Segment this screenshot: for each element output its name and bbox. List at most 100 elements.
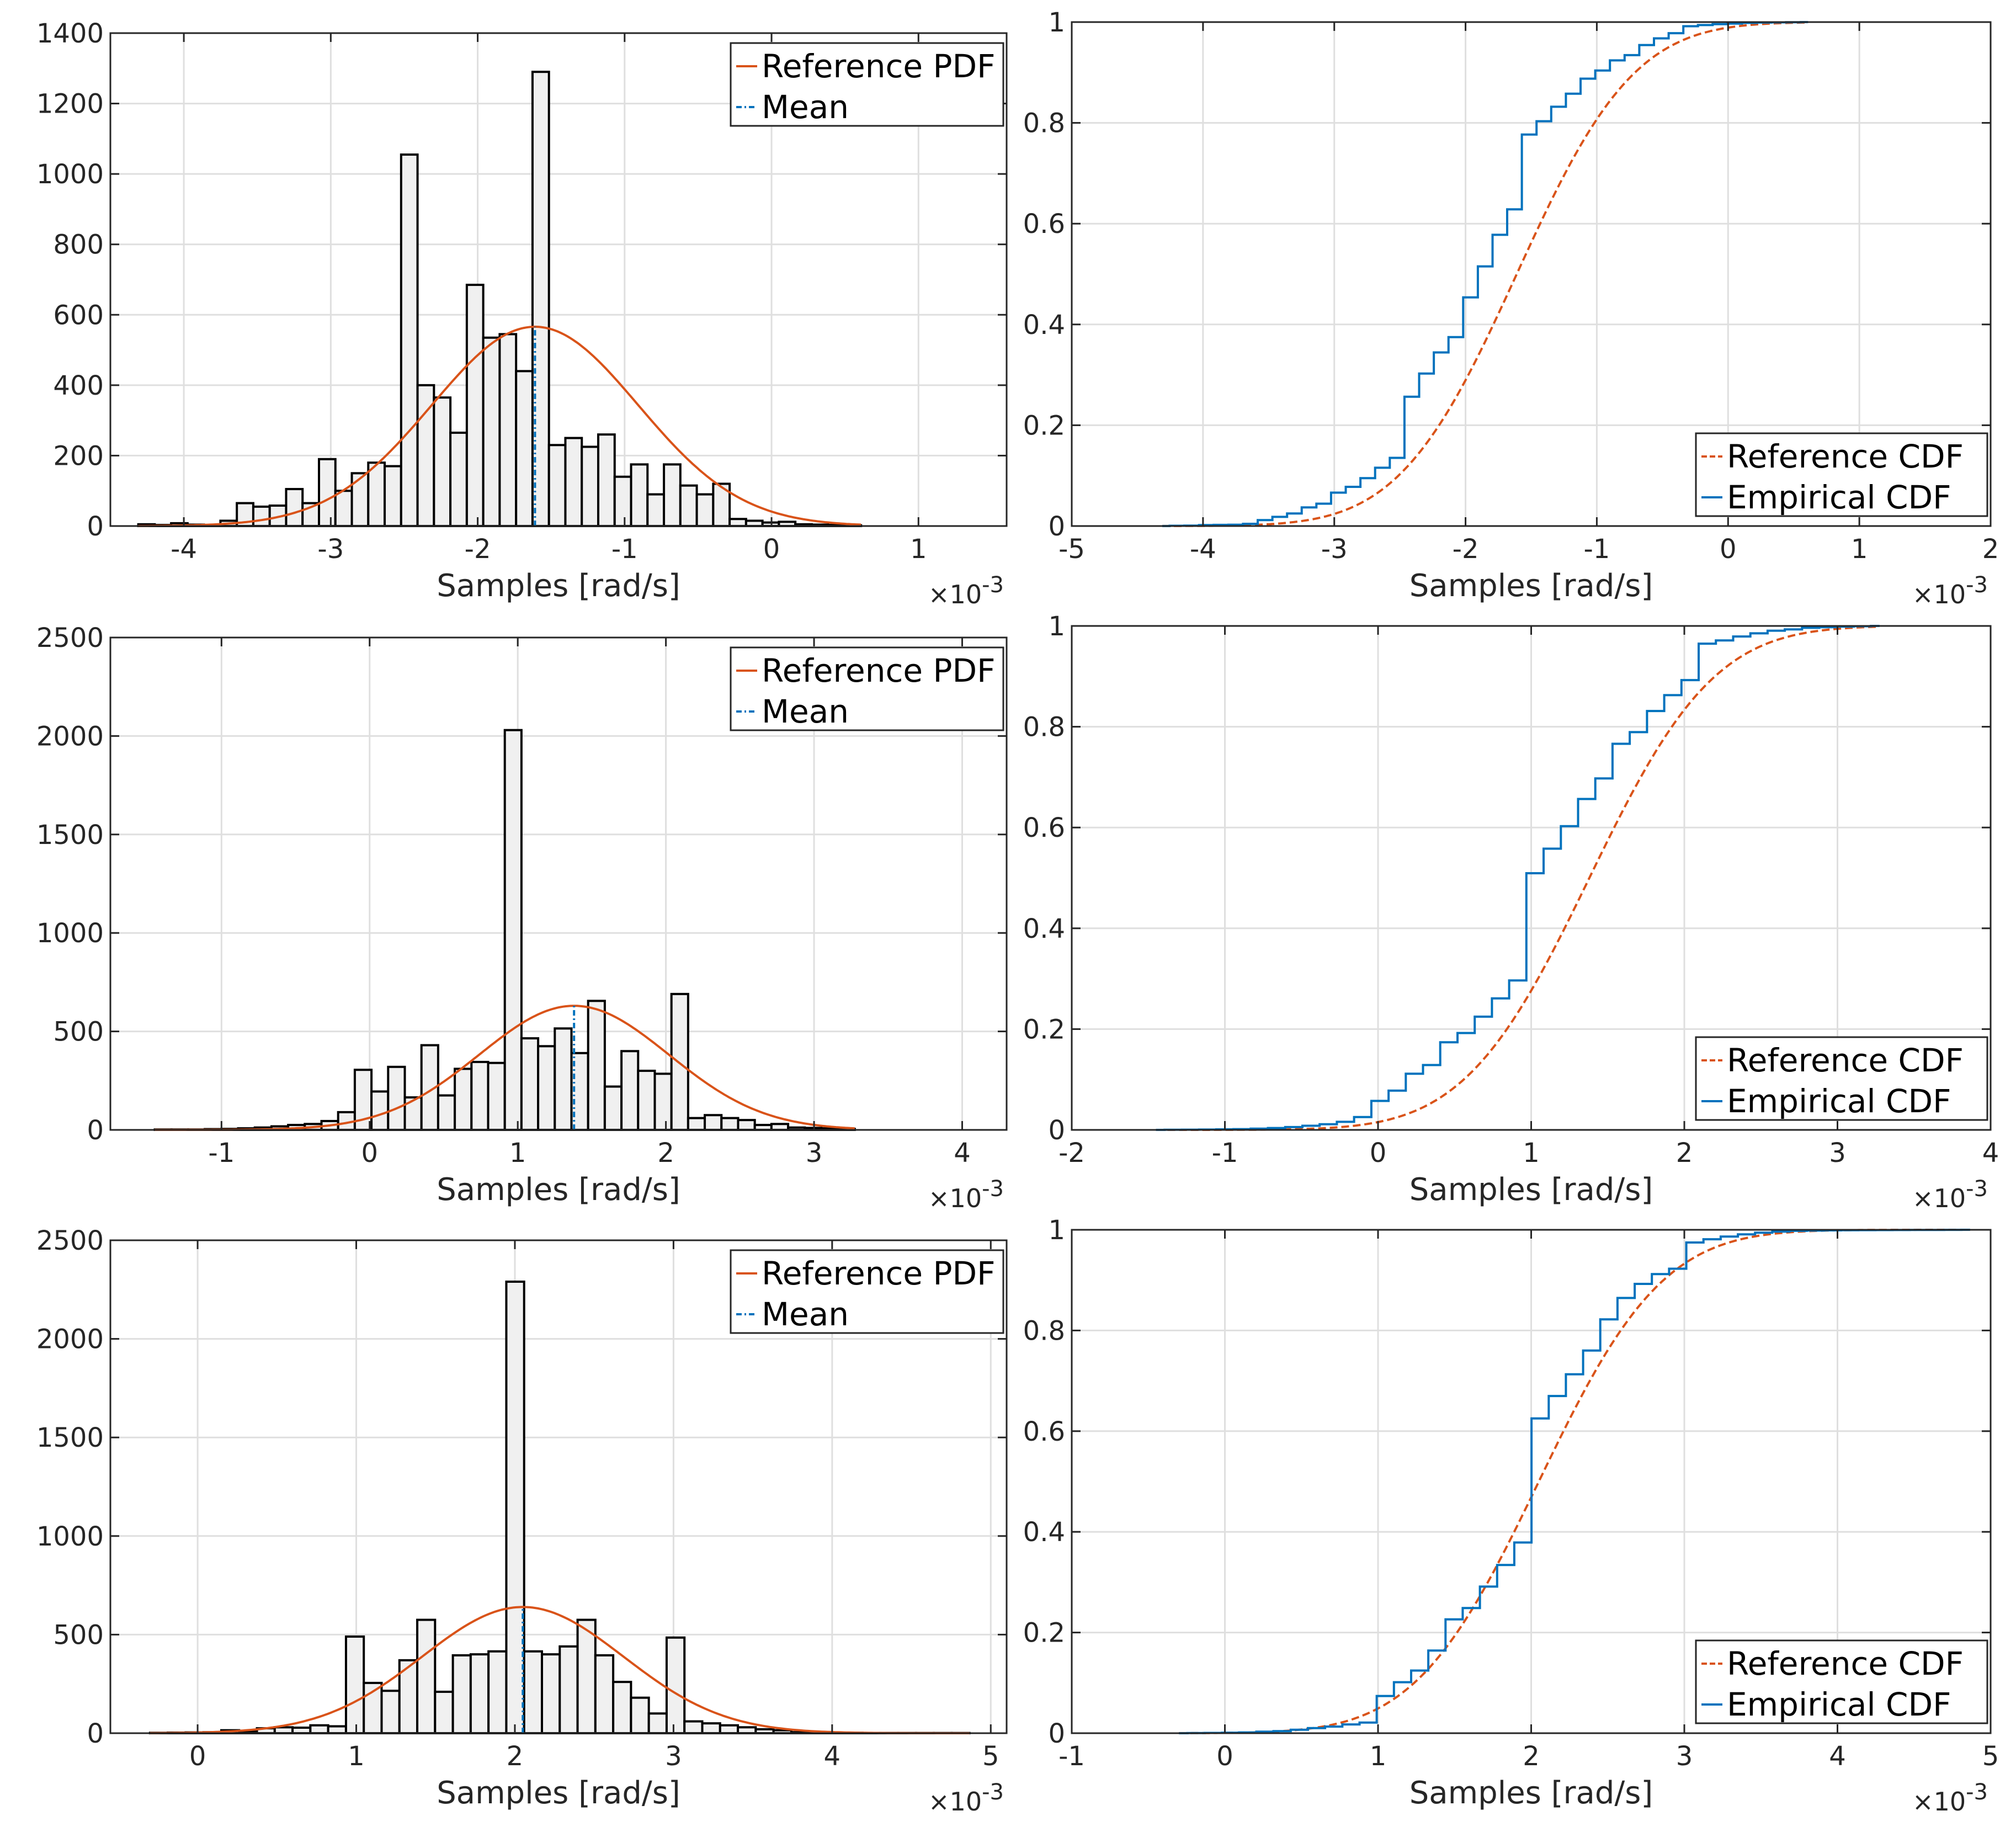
y-tick-label: 200 (53, 440, 104, 471)
x-tick-label: 1 (348, 1741, 365, 1772)
y-tick-label: 0 (87, 1115, 104, 1146)
y-tick-label: 400 (53, 370, 104, 401)
x-tick-label: -1 (1212, 1138, 1238, 1169)
x-tick-label: 1 (509, 1138, 526, 1169)
x-tick-label: 1 (1370, 1741, 1387, 1772)
y-tick-label: 0 (1048, 1718, 1065, 1749)
axis-exponent: ×10-3 (1912, 1780, 1988, 1817)
legend-box (730, 646, 1004, 731)
x-tick-label: 0 (1370, 1138, 1387, 1169)
x-tick-label: 2 (657, 1138, 674, 1169)
x-tick-label: 3 (1676, 1741, 1693, 1772)
histogram-bar (367, 461, 386, 528)
histogram-bar (465, 284, 485, 527)
legend-box (730, 42, 1004, 127)
x-tick-label: 4 (824, 1741, 841, 1772)
y-tick-label: 1200 (36, 89, 104, 120)
histogram-bar (503, 729, 523, 1132)
legend-entry: Reference CDF (1727, 1645, 1964, 1682)
histogram-bar (498, 333, 518, 527)
histogram-bar (554, 1027, 573, 1132)
histogram-bar (704, 1114, 723, 1131)
y-tick-label: 800 (53, 230, 104, 261)
x-tick-label: -2 (1058, 1138, 1085, 1169)
histogram-bar (737, 1726, 757, 1734)
y-tick-label: 1 (1048, 611, 1065, 642)
x-tick-label: 0 (361, 1138, 378, 1169)
y-tick-label: 2000 (36, 721, 104, 752)
x-tick-label: 3 (1829, 1138, 1846, 1169)
histogram-bar (558, 1645, 579, 1735)
y-tick-label: 500 (53, 1619, 104, 1650)
histogram-bar (449, 431, 468, 527)
histogram-bar (470, 1060, 490, 1132)
exponent-value: -3 (1966, 1780, 1988, 1805)
histogram-bar (597, 433, 616, 528)
y-tick-label: 1 (1048, 1215, 1065, 1246)
x-tick-label: -1 (208, 1138, 235, 1169)
x-axis-label: Samples [rad/s] (1409, 1172, 1653, 1208)
y-tick-label: 500 (53, 1017, 104, 1048)
exponent-value: -3 (1966, 1176, 1988, 1202)
x-tick-label: -5 (1058, 534, 1085, 565)
y-tick-label: 0.8 (1023, 1315, 1065, 1346)
x-tick-label: 0 (763, 534, 780, 565)
x-tick-label: 0 (1720, 534, 1737, 565)
histogram-bar (531, 71, 550, 527)
histogram-bar (482, 336, 501, 527)
histogram-bar (630, 1696, 650, 1735)
x-axis-label: Samples [rad/s] (1409, 568, 1653, 604)
histogram-bar (487, 1650, 508, 1734)
legend-entry: Reference CDF (1727, 438, 1964, 475)
histogram-bar (327, 1725, 347, 1735)
histogram-bar (612, 1681, 632, 1734)
x-tick-label: 4 (1982, 1138, 1999, 1169)
histogram-bar (437, 1094, 456, 1132)
chart-cdf1: -5 -4 -3 -2 -1 0 1 2 0 0.2 0.4 0.6 0.8 1 Samples [rad/… (1023, 7, 1999, 609)
histogram-bar (564, 437, 583, 527)
axes-box (1071, 21, 1992, 527)
legend-entry: Reference PDF (762, 47, 996, 85)
reference-pdf-curve (138, 326, 861, 527)
y-tick-label: 0.4 (1023, 914, 1065, 944)
axes-box (109, 636, 1008, 1131)
exponent-value: -3 (982, 572, 1004, 598)
histogram-bar (770, 1123, 790, 1132)
y-tick-label: 0 (1048, 1115, 1065, 1146)
histogram-bar (613, 475, 632, 528)
x-tick-label: 1 (1523, 1138, 1540, 1169)
histogram-bar (416, 1618, 437, 1735)
legend-entry: Reference PDF (762, 1255, 996, 1292)
axis-exponent: ×10-3 (928, 572, 1004, 609)
x-tick-label: 1 (910, 534, 927, 565)
x-tick-label: -1 (1058, 1741, 1085, 1772)
x-tick-label: -1 (611, 534, 638, 565)
axes-box (109, 32, 1008, 527)
histogram-bar (663, 463, 682, 527)
histogram-bar (646, 493, 666, 527)
histogram-bar (400, 153, 419, 527)
legend-box (1695, 1639, 1988, 1724)
x-tick-label: 2 (1982, 534, 1999, 565)
x-tick-label: 2 (1523, 1741, 1540, 1772)
x-axis-label: Samples [rad/s] (437, 1775, 680, 1811)
legend-entry: Mean (762, 693, 849, 730)
legend-box (1695, 432, 1988, 517)
histogram-bar (309, 1724, 329, 1734)
x-tick-label: -3 (1321, 534, 1348, 565)
x-tick-label: 5 (982, 1741, 999, 1772)
histogram-bar (252, 505, 271, 527)
chart-pdf3: 0 1 2 3 4 5 0 500 1000 1500 2000 2500 Samples [rad/s… (36, 1225, 1008, 1817)
histogram-bar (679, 484, 698, 527)
histogram-bar (665, 1636, 686, 1735)
histogram-bar (547, 444, 567, 527)
y-tick-label: 0.2 (1023, 1014, 1065, 1045)
legend-entry: Empirical CDF (1727, 1082, 1951, 1120)
axis-exponent: ×10-3 (1912, 572, 1988, 609)
histogram-bar (653, 1072, 673, 1132)
exponent-value: -3 (982, 1176, 1004, 1202)
histogram-bar (434, 1690, 454, 1735)
y-tick-label: 2000 (36, 1324, 104, 1355)
